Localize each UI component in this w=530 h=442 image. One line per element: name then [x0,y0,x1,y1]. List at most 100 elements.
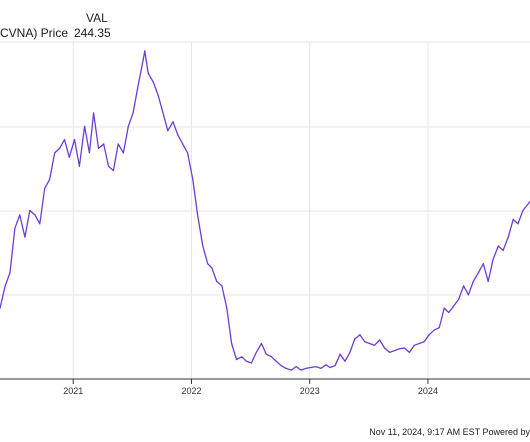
data-point [339,353,341,355]
data-point [167,130,169,132]
data-point [398,348,400,350]
data-point [207,263,209,265]
data-point [157,94,159,96]
data-point [389,351,391,353]
data-point [211,267,213,269]
data-point [482,263,484,265]
data-point [359,334,361,336]
legend-header: VAL [86,11,108,25]
x-tick-label-2024: 2024 [418,386,438,396]
data-point [522,209,524,212]
data-point [349,351,351,353]
footer-timestamp: Nov 11, 2024, 9:17 AM EST Powered by [369,427,530,437]
data-point [250,362,252,364]
data-point [418,342,420,345]
data-point [265,353,267,355]
data-point [403,347,405,349]
data-point [438,327,440,329]
data-point [235,358,238,361]
data-point [354,338,356,340]
data-point [231,342,233,345]
data-point [162,112,164,114]
data-point [373,344,376,346]
data-point [290,369,292,371]
data-point [78,165,80,167]
data-point [295,366,297,368]
data-point [147,72,149,74]
data-point [344,360,346,362]
legend-series-value: 244.35 [74,26,111,40]
data-point [4,285,6,287]
data-point [423,341,425,343]
data-point [448,311,450,314]
data-point [117,143,119,145]
chart-legend: VAL CVNA) Price 244.35 [0,8,120,42]
data-point [202,245,204,247]
data-point [413,344,415,346]
data-point [24,236,26,238]
data-point [197,214,199,216]
data-point [93,112,95,114]
data-point [68,156,70,158]
data-point [280,365,282,367]
data-point [103,143,105,145]
data-point [122,152,124,154]
data-point [172,121,174,123]
data-point [477,272,480,274]
data-point [467,294,469,296]
data-point [463,285,465,287]
data-point [507,236,509,238]
data-point [88,152,90,154]
data-point [497,245,499,247]
data-point [379,339,381,341]
data-point [433,329,435,331]
data-point [221,285,223,287]
x-tick-label-2023: 2023 [300,386,320,396]
data-point [132,112,134,114]
data-point [428,334,430,336]
data-point [260,342,262,345]
data-point [285,367,287,369]
data-point [320,367,322,369]
data-point [177,134,179,136]
data-point [443,307,445,309]
data-point [182,143,184,145]
grid-lines [0,41,530,379]
data-point [0,307,1,309]
data-point [44,187,46,189]
data-point [63,139,66,141]
data-point [137,85,139,87]
data-point [112,170,114,172]
data-point [144,50,146,52]
data-point [216,280,218,282]
data-point [14,227,16,229]
data-point [226,307,228,309]
data-point [502,249,504,251]
data-point [29,209,31,212]
data-point [334,365,336,367]
data-point [49,178,51,181]
data-point [452,305,455,307]
data-point [54,152,56,154]
data-point [408,351,411,353]
data-point [512,218,514,220]
data-point [364,341,366,343]
data-point [487,280,489,282]
data-point [325,364,327,366]
data-point [300,369,302,371]
data-point [107,165,110,167]
data-point [187,152,189,154]
data-point [305,367,307,369]
data-point [383,347,386,349]
data-point [152,81,154,83]
data-point [142,59,144,61]
data-point [59,147,61,149]
data-point [255,351,257,353]
data-point [127,125,129,127]
data-point [84,125,86,127]
data-point [315,366,317,368]
data-point [245,360,248,362]
x-tick-label-2022: 2022 [181,386,201,396]
data-point [472,280,474,282]
